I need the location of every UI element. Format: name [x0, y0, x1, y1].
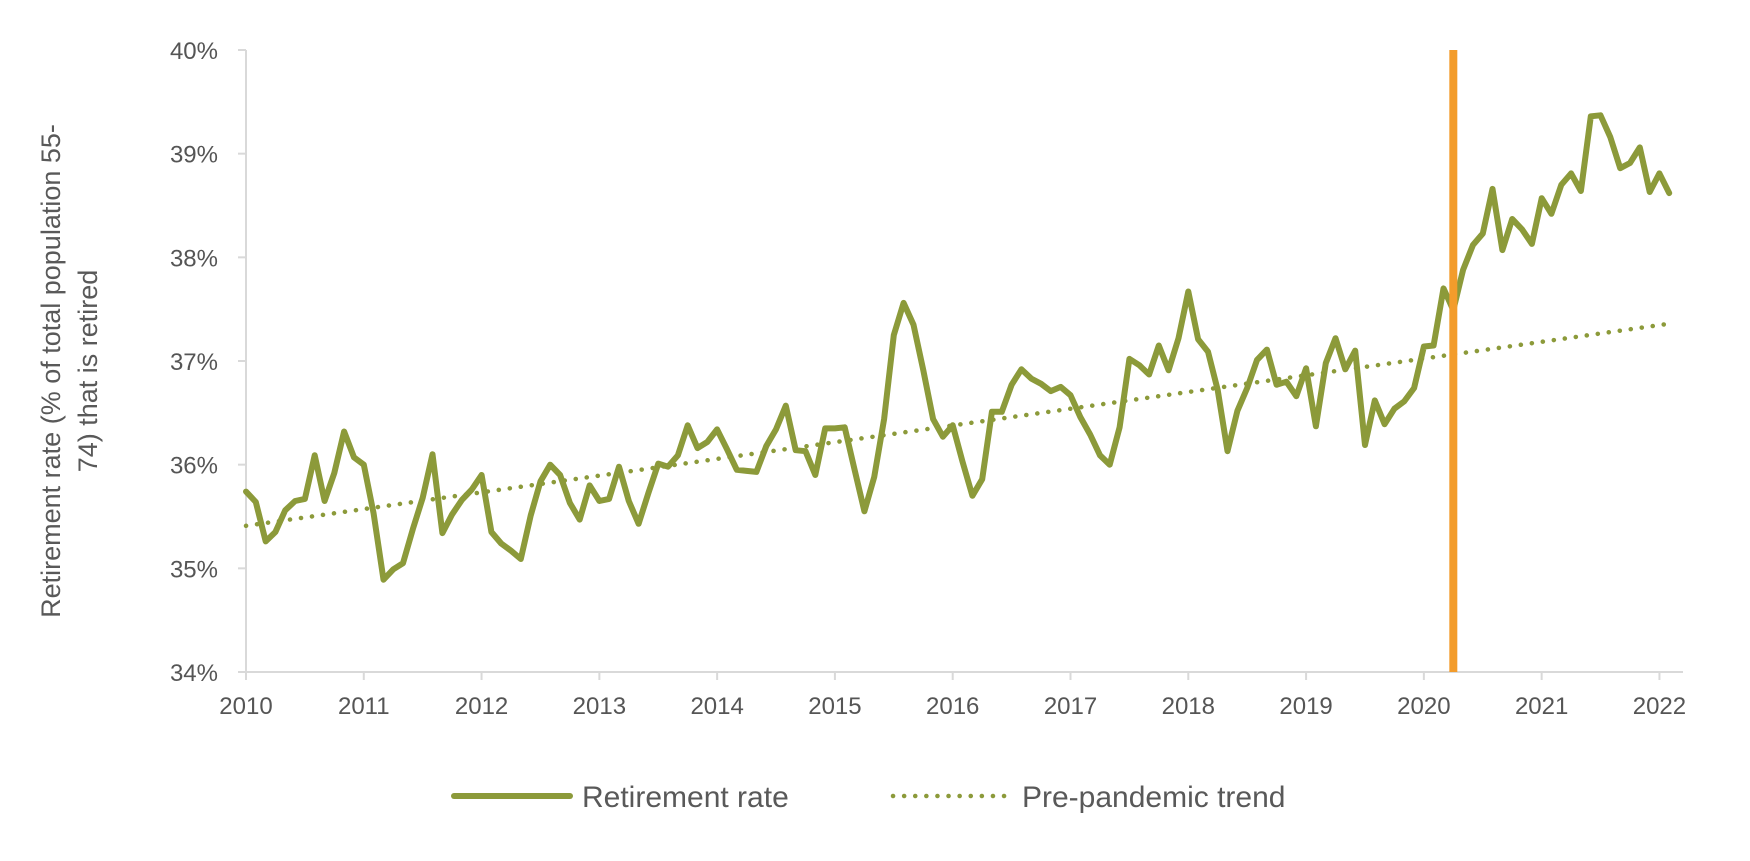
y-axis-title-line-1: Retirement rate (% of total population 5…	[36, 124, 66, 618]
x-tick-label: 2017	[1044, 693, 1097, 720]
x-tick-label: 2013	[573, 693, 626, 720]
plot-area	[243, 50, 1673, 672]
x-tick-label: 2016	[926, 693, 979, 720]
y-tick-label: 39%	[170, 142, 218, 169]
x-tick-label: 2015	[808, 693, 861, 720]
legend-label-retirement-rate: Retirement rate	[582, 781, 789, 814]
legend: Retirement rate Pre-pandemic trend	[451, 781, 1285, 814]
y-tick-label: 35%	[170, 556, 218, 583]
y-tick-label: 40%	[170, 38, 218, 65]
y-tick-label: 38%	[170, 245, 218, 272]
y-tick-label: 34%	[170, 660, 218, 687]
x-tick-label: 2022	[1633, 693, 1686, 720]
x-tick-label: 2020	[1397, 693, 1450, 720]
legend-label-pre-pandemic-trend: Pre-pandemic trend	[1022, 781, 1285, 814]
series-line-pre-pandemic-trend	[243, 321, 1672, 529]
axes	[238, 49, 1683, 680]
x-tick-label: 2021	[1515, 693, 1568, 720]
y-tick-label: 37%	[170, 349, 218, 376]
series-line-retirement-rate	[243, 112, 1673, 583]
y-tick-label: 36%	[170, 453, 218, 480]
x-tick-label: 2011	[338, 693, 390, 720]
x-tick-label: 2010	[219, 693, 272, 720]
x-tick-label: 2018	[1162, 693, 1215, 720]
y-tick-labels: 34% 35% 36% 37% 38% 39% 40%	[170, 38, 218, 687]
x-tick-label: 2019	[1279, 693, 1332, 720]
x-tick-labels: 2010 2011 2012 2013 2014 2015 2016 2017 2018 2019…	[219, 693, 1686, 720]
x-tick-label: 2014	[690, 693, 743, 720]
x-tick-label: 2012	[455, 693, 508, 720]
y-axis-title: Retirement rate (% of total population 5…	[36, 124, 103, 618]
y-axis-title-line-2: 74) that is retired	[73, 270, 103, 473]
